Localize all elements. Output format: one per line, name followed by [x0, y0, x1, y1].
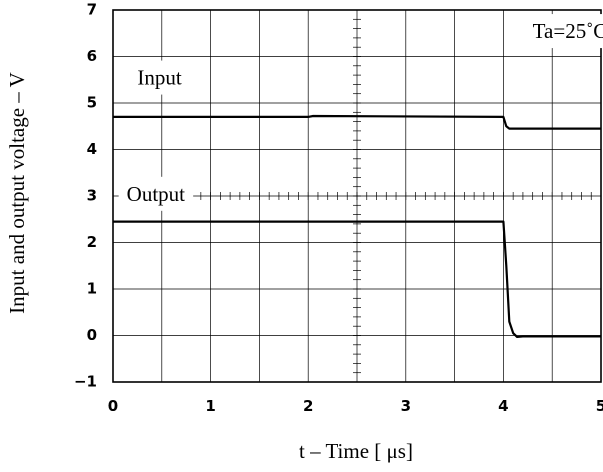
series-line-output [113, 220, 601, 338]
x-tick-label: 3 [401, 397, 411, 415]
y-tick-label: 3 [87, 187, 97, 205]
y-tick-label: 6 [87, 47, 97, 65]
x-axis-label: t – Time [ μs] [299, 439, 413, 463]
y-tick-label: 4 [87, 140, 97, 158]
annotation-2: Output [127, 182, 186, 206]
plot-frame [112, 9, 602, 383]
y-tick-label: 1 [87, 280, 97, 298]
y-tick-label: 2 [87, 233, 97, 251]
series-layer [113, 114, 601, 338]
y-tick-label: 0 [87, 326, 97, 344]
y-tick-label: −1 [74, 373, 97, 391]
x-tick-label: 2 [303, 397, 313, 415]
y-tick-label: 7 [87, 1, 97, 19]
x-tick-label: 0 [108, 397, 118, 415]
annotation-layer: Ta=25˚C Input Output [118, 14, 603, 211]
x-tick-label: 4 [498, 397, 508, 415]
tick-labels: 0 1 2 3 4 5 −1 0 1 2 3 4 5 6 7 [74, 1, 603, 416]
y-tick-label: 5 [87, 94, 97, 112]
y-axis-label: Input and output voltage – V [5, 72, 29, 314]
annotation-1: Input [137, 66, 181, 90]
annotation-background [129, 60, 190, 95]
series-line-input [113, 114, 601, 130]
annotation-0: Ta=25˚C [533, 19, 603, 43]
x-tick-label: 5 [596, 397, 603, 415]
annotation-background [118, 176, 194, 211]
x-tick-label: 1 [205, 397, 215, 415]
annotation-background [524, 14, 603, 49]
